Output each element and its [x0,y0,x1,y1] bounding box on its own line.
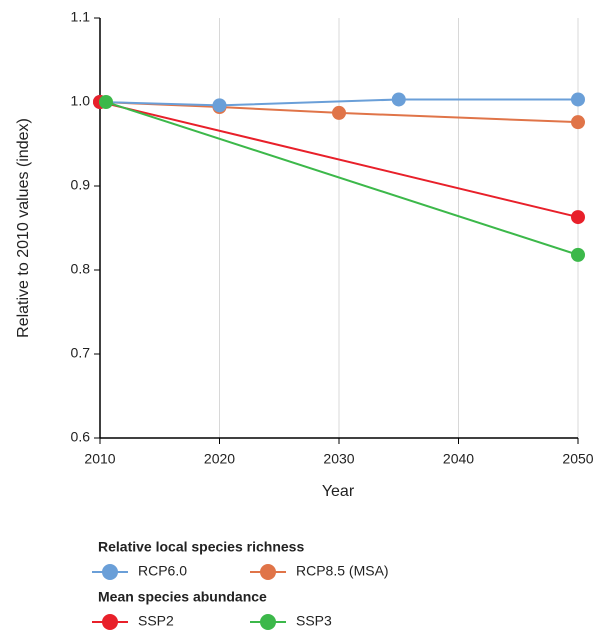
legend-title: Mean species abundance [98,589,267,605]
legend-marker [102,614,118,630]
data-point [571,247,585,262]
y-tick-label: 1.1 [71,9,91,25]
legend-label: SSP2 [138,613,174,629]
series-line [99,98,578,107]
y-tick-label: 0.9 [71,177,91,193]
x-tick-label: 2050 [562,451,593,467]
data-point [571,115,585,130]
legend-marker [260,614,276,630]
x-tick-label: 2010 [84,451,115,467]
data-point [391,92,406,107]
legend-marker [102,564,118,580]
legend-marker [260,564,276,580]
x-axis-title: Year [322,483,355,500]
y-tick-label: 0.8 [71,261,91,277]
y-tick-label: 0.7 [71,345,91,361]
data-point [98,95,113,109]
x-tick-label: 2020 [204,451,235,467]
x-tick-label: 2040 [443,451,474,467]
data-point [571,92,585,107]
legend-label: SSP3 [296,613,332,629]
x-tick-label: 2030 [323,451,354,467]
data-point [332,105,346,120]
series-line [99,101,579,219]
legend-label: RCP6.0 [138,563,187,579]
series-line [105,101,579,256]
y-axis-title: Relative to 2010 values (index) [15,118,32,338]
y-tick-label: 0.6 [71,429,91,445]
data-point [571,210,585,225]
data-point [212,98,227,113]
y-tick-label: 1.0 [71,93,91,109]
legend-title: Relative local species richness [98,539,304,555]
legend-label: RCP8.5 (MSA) [296,563,389,579]
